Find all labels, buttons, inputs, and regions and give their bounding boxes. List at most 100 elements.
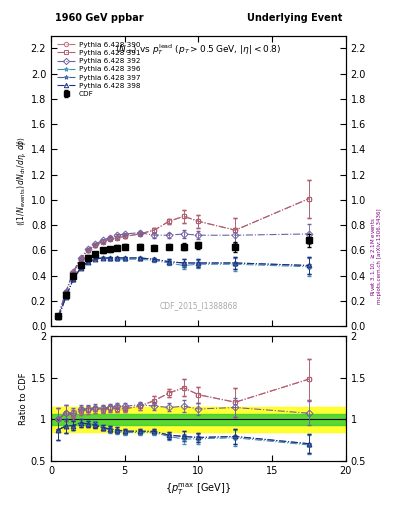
Pythia 6.428 397 — [71, 276, 75, 283]
Pythia 6.428 397 — [56, 314, 61, 321]
Pythia 6.428 398 — [233, 260, 238, 266]
Pythia 6.428 390 — [115, 234, 120, 241]
Pythia 6.428 390 — [167, 218, 171, 224]
Pythia 6.428 397 — [93, 256, 98, 262]
Pythia 6.428 397 — [123, 255, 127, 261]
Pythia 6.428 392 — [100, 237, 105, 243]
Pythia 6.428 397 — [64, 294, 68, 300]
Pythia 6.428 390 — [137, 231, 142, 237]
Bar — [51, 407, 346, 432]
Line: Pythia 6.428 396: Pythia 6.428 396 — [56, 255, 311, 319]
Pythia 6.428 397 — [137, 255, 142, 261]
Pythia 6.428 397 — [196, 260, 201, 266]
Pythia 6.428 392 — [115, 232, 120, 238]
Line: Pythia 6.428 391: Pythia 6.428 391 — [56, 196, 311, 318]
Line: Pythia 6.428 397: Pythia 6.428 397 — [56, 255, 311, 319]
Pythia 6.428 391 — [100, 239, 105, 245]
Pythia 6.428 391 — [64, 289, 68, 295]
Text: Underlying Event: Underlying Event — [246, 13, 342, 23]
Pythia 6.428 397 — [115, 255, 120, 261]
Pythia 6.428 397 — [182, 260, 186, 266]
Pythia 6.428 392 — [78, 255, 83, 261]
Pythia 6.428 396 — [307, 264, 311, 270]
Pythia 6.428 398 — [56, 314, 61, 321]
Pythia 6.428 398 — [307, 263, 311, 269]
Pythia 6.428 396 — [100, 255, 105, 261]
Pythia 6.428 390 — [307, 196, 311, 202]
Legend: Pythia 6.428 390, Pythia 6.428 391, Pythia 6.428 392, Pythia 6.428 396, Pythia 6: Pythia 6.428 390, Pythia 6.428 391, Pyth… — [55, 39, 142, 99]
Pythia 6.428 396 — [78, 265, 83, 271]
Pythia 6.428 398 — [86, 259, 90, 265]
Pythia 6.428 391 — [93, 242, 98, 248]
Pythia 6.428 390 — [86, 247, 90, 253]
Pythia 6.428 398 — [115, 255, 120, 261]
Pythia 6.428 392 — [56, 313, 61, 319]
Pythia 6.428 391 — [167, 218, 171, 224]
Line: Pythia 6.428 392: Pythia 6.428 392 — [56, 230, 311, 318]
X-axis label: $\{p_T^\mathrm{max}\ \mathrm{[GeV]}\}$: $\{p_T^\mathrm{max}\ \mathrm{[GeV]}\}$ — [165, 481, 231, 497]
Pythia 6.428 397 — [108, 255, 112, 261]
Bar — [51, 414, 346, 425]
Pythia 6.428 398 — [93, 256, 98, 262]
Pythia 6.428 392 — [167, 232, 171, 238]
Pythia 6.428 396 — [108, 256, 112, 262]
Pythia 6.428 396 — [182, 263, 186, 269]
Pythia 6.428 391 — [108, 236, 112, 242]
Pythia 6.428 396 — [167, 260, 171, 266]
Pythia 6.428 398 — [123, 255, 127, 261]
Pythia 6.428 398 — [108, 255, 112, 261]
Pythia 6.428 398 — [182, 260, 186, 266]
Pythia 6.428 391 — [123, 233, 127, 240]
Pythia 6.428 390 — [56, 313, 61, 319]
Pythia 6.428 392 — [86, 246, 90, 252]
Text: mcplots.cern.ch [arXiv:1306.3436]: mcplots.cern.ch [arXiv:1306.3436] — [377, 208, 382, 304]
Pythia 6.428 392 — [233, 232, 238, 238]
Pythia 6.428 396 — [137, 256, 142, 262]
Y-axis label: $\langle(1/N_\mathrm{events})\,dN_\mathrm{ch}/d\eta,\,d\phi\rangle$: $\langle(1/N_\mathrm{events})\,dN_\mathr… — [15, 136, 28, 226]
Pythia 6.428 396 — [115, 256, 120, 262]
Pythia 6.428 398 — [100, 255, 105, 261]
Pythia 6.428 392 — [123, 231, 127, 237]
Pythia 6.428 390 — [152, 227, 156, 233]
Pythia 6.428 396 — [196, 261, 201, 267]
Pythia 6.428 391 — [56, 313, 61, 319]
Pythia 6.428 392 — [152, 232, 156, 238]
Pythia 6.428 390 — [182, 213, 186, 219]
Pythia 6.428 390 — [123, 233, 127, 240]
Pythia 6.428 398 — [78, 265, 83, 271]
Pythia 6.428 392 — [137, 229, 142, 236]
Pythia 6.428 391 — [115, 234, 120, 241]
Pythia 6.428 398 — [167, 259, 171, 265]
Pythia 6.428 390 — [93, 242, 98, 248]
Pythia 6.428 397 — [152, 256, 156, 262]
Pythia 6.428 391 — [182, 213, 186, 219]
Line: Pythia 6.428 398: Pythia 6.428 398 — [56, 255, 311, 319]
Pythia 6.428 398 — [196, 260, 201, 266]
Pythia 6.428 391 — [86, 247, 90, 253]
Pythia 6.428 396 — [64, 294, 68, 300]
Pythia 6.428 390 — [64, 289, 68, 295]
Pythia 6.428 396 — [86, 259, 90, 265]
Pythia 6.428 396 — [152, 258, 156, 264]
Pythia 6.428 396 — [93, 255, 98, 261]
Pythia 6.428 391 — [307, 196, 311, 202]
Pythia 6.428 392 — [108, 234, 112, 241]
Pythia 6.428 390 — [108, 236, 112, 242]
Pythia 6.428 391 — [71, 270, 75, 276]
Pythia 6.428 392 — [71, 269, 75, 275]
Text: CDF_2015_I1388868: CDF_2015_I1388868 — [159, 301, 238, 310]
Pythia 6.428 392 — [64, 289, 68, 295]
Text: Rivet 3.1.10, $\geq$2.1M events: Rivet 3.1.10, $\geq$2.1M events — [369, 217, 377, 295]
Pythia 6.428 397 — [86, 259, 90, 265]
Pythia 6.428 397 — [100, 255, 105, 261]
Pythia 6.428 397 — [167, 259, 171, 265]
Pythia 6.428 398 — [71, 276, 75, 283]
Pythia 6.428 391 — [233, 227, 238, 233]
Pythia 6.428 398 — [137, 255, 142, 261]
Pythia 6.428 396 — [233, 261, 238, 267]
Pythia 6.428 390 — [71, 270, 75, 276]
Pythia 6.428 392 — [196, 232, 201, 238]
Pythia 6.428 396 — [71, 276, 75, 283]
Pythia 6.428 391 — [152, 227, 156, 233]
Pythia 6.428 391 — [78, 256, 83, 262]
